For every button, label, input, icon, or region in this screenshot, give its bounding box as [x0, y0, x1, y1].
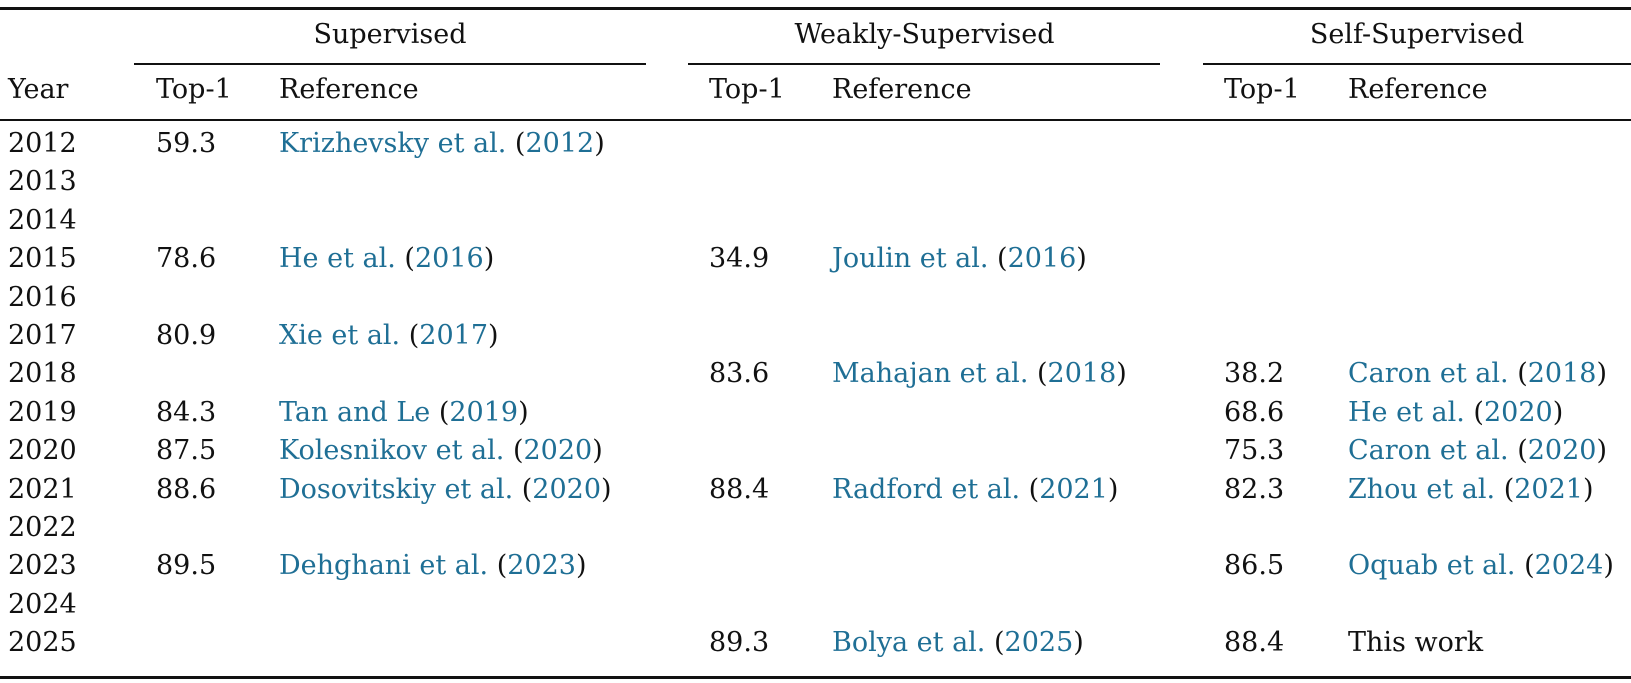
year-cell: 2016	[8, 281, 77, 313]
citation-author-link[interactable]: Caron et al.	[1348, 358, 1509, 390]
citation-year-link[interactable]: 2021	[1514, 473, 1583, 505]
self-top1-cell: 88.4	[1224, 627, 1285, 659]
supervised-top1-cell: 88.6	[156, 473, 217, 505]
year-cell: 2020	[8, 435, 77, 467]
supervised-top1-cell: 84.3	[156, 396, 217, 428]
supervised-reference: Kolesnikov et al. (2020)	[279, 435, 603, 467]
weakly-top1-cell: 89.3	[709, 627, 770, 659]
citation-author-link[interactable]: Dosovitskiy et al.	[279, 473, 514, 505]
year-cell: 2021	[8, 473, 77, 505]
citation-year-link[interactable]: 2020	[523, 435, 593, 467]
header-self-reference: Reference	[1348, 74, 1488, 105]
citation-author-link[interactable]: Mahajan et al.	[832, 358, 1029, 390]
supervised-reference: He et al. (2016)	[279, 243, 495, 275]
self-top1-cell: 75.3	[1224, 435, 1285, 467]
year-cell: 2023	[8, 550, 77, 582]
header-weakly-reference: Reference	[832, 74, 972, 105]
supervised-top1-cell: 59.3	[156, 128, 217, 159]
citation-year-link[interactable]: 2024	[1534, 550, 1604, 582]
self-reference: Caron et al. (2018)	[1348, 358, 1608, 390]
citation-author-link[interactable]: He et al.	[279, 243, 396, 275]
header-self-top1: Top-1	[1224, 74, 1300, 105]
citation-author-link[interactable]: Radford et al.	[832, 473, 1021, 505]
citation-year-link[interactable]: 2023	[507, 550, 576, 582]
self-reference: This work	[1348, 626, 1483, 660]
citation-year-link[interactable]: 2017	[419, 320, 488, 351]
citation-author-link[interactable]: Kolesnikov et al.	[279, 435, 505, 467]
reference-text: This work	[1348, 627, 1484, 659]
weakly-reference: Joulin et al. (2016)	[832, 243, 1087, 275]
citation-author-link[interactable]: Krizhevsky et al.	[279, 128, 507, 159]
group-weakly-supervised-rule	[688, 63, 1160, 65]
citation-author-link[interactable]: Zhou et al.	[1348, 473, 1496, 505]
weakly-top1-cell: 83.6	[709, 358, 770, 390]
citation-year-link[interactable]: 2020	[1483, 396, 1553, 428]
weakly-reference: Bolya et al. (2025)	[832, 627, 1084, 659]
group-supervised-rule	[134, 63, 646, 65]
citation-author-link[interactable]: Xie et al.	[279, 320, 401, 351]
year-cell: 2014	[8, 204, 77, 236]
citation-year-link[interactable]: 2018	[1047, 358, 1117, 390]
self-reference: Caron et al. (2020)	[1348, 435, 1608, 467]
citation-author-link[interactable]: Oquab et al.	[1348, 550, 1516, 582]
self-top1-cell: 82.3	[1224, 473, 1285, 505]
year-cell: 2022	[8, 512, 77, 543]
self-reference: Oquab et al. (2024)	[1348, 550, 1614, 582]
citation-year-link[interactable]: 2019	[449, 396, 519, 428]
year-cell: 2018	[8, 358, 77, 390]
weakly-top1-cell: 88.4	[709, 473, 770, 505]
self-reference: He et al. (2020)	[1348, 396, 1564, 428]
year-cell: 2019	[8, 396, 77, 428]
supervised-top1-cell: 78.6	[156, 243, 217, 275]
supervised-reference: Tan and Le (2019)	[279, 396, 529, 428]
top-rule	[0, 7, 1631, 10]
year-cell: 2012	[8, 128, 77, 159]
citation-year-link[interactable]: 2020	[1527, 435, 1597, 467]
weakly-top1-cell: 34.9	[709, 243, 770, 275]
supervised-reference: Dosovitskiy et al. (2020)	[279, 473, 612, 505]
year-cell: 2017	[8, 320, 77, 351]
citation-author-link[interactable]: Caron et al.	[1348, 435, 1509, 467]
citation-author-link[interactable]: He et al.	[1348, 396, 1465, 428]
citation-year-link[interactable]: 2020	[532, 473, 602, 505]
supervised-top1-cell: 87.5	[156, 435, 217, 467]
year-cell: 2015	[8, 243, 77, 275]
citation-author-link[interactable]: Dehghani et al.	[279, 550, 489, 582]
self-reference: Zhou et al. (2021)	[1348, 473, 1594, 505]
header-supervised-top1: Top-1	[156, 74, 232, 105]
supervised-reference: Xie et al. (2017)	[279, 320, 499, 351]
weakly-reference: Mahajan et al. (2018)	[832, 358, 1127, 390]
weakly-reference: Radford et al. (2021)	[832, 473, 1119, 505]
group-supervised-title: Supervised	[313, 19, 467, 50]
group-self-supervised-title: Self-Supervised	[1309, 19, 1525, 50]
year-cell: 2025	[8, 627, 77, 659]
citation-author-link[interactable]: Bolya et al.	[832, 627, 986, 659]
header-year: Year	[8, 74, 69, 105]
group-self-supervised-rule	[1203, 63, 1631, 65]
citation-year-link[interactable]: 2018	[1527, 358, 1597, 390]
citation-year-link[interactable]: 2016	[1007, 243, 1077, 275]
supervised-top1-cell: 89.5	[156, 550, 217, 582]
supervised-top1-cell: 80.9	[156, 320, 217, 351]
header-supervised-reference: Reference	[279, 74, 419, 105]
header-weakly-top1: Top-1	[709, 74, 785, 105]
citation-author-link[interactable]: Joulin et al.	[832, 243, 989, 275]
citation-year-link[interactable]: 2025	[1004, 627, 1074, 659]
bottom-rule	[0, 676, 1631, 679]
header-rule	[0, 119, 1631, 121]
supervised-reference: Dehghani et al. (2023)	[279, 550, 587, 582]
self-top1-cell: 86.5	[1224, 550, 1285, 582]
citation-year-link[interactable]: 2016	[414, 243, 484, 275]
year-cell: 2024	[8, 588, 77, 620]
group-weakly-supervised-title: Weakly-Supervised	[794, 19, 1055, 50]
year-cell: 2013	[8, 166, 77, 198]
citation-year-link[interactable]: 2012	[525, 128, 595, 159]
self-top1-cell: 38.2	[1224, 358, 1285, 390]
self-top1-cell: 68.6	[1224, 396, 1285, 428]
citation-year-link[interactable]: 2021	[1039, 473, 1108, 505]
citation-author-link[interactable]: Tan and Le	[279, 396, 431, 428]
supervised-reference: Krizhevsky et al. (2012)	[279, 128, 605, 159]
